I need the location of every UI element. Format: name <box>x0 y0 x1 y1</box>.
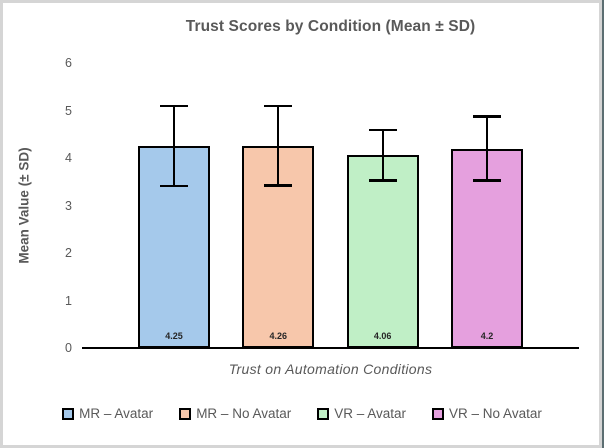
legend-label-3: VR – No Avatar <box>449 406 542 421</box>
x-axis-title: Trust on Automation Conditions <box>228 361 433 377</box>
error-bar-cap-top-2 <box>368 128 397 132</box>
legend-item-1: MR – No Avatar <box>179 406 291 421</box>
y-tick-label-2: 2 <box>65 246 72 260</box>
error-bar-cap-bottom-2 <box>368 179 397 182</box>
bar-data-label-0: 4.25 <box>165 331 183 341</box>
y-tick-label-4: 4 <box>65 151 72 165</box>
error-bar-cap-bottom-1 <box>264 184 293 187</box>
bar-data-label-3: 4.2 <box>480 331 494 341</box>
bar-2 <box>346 155 419 348</box>
error-bar-cap-top-3 <box>473 115 501 118</box>
legend-item-0: MR – Avatar <box>62 406 153 421</box>
legend-label-2: VR – Avatar <box>334 406 407 421</box>
legend-swatch-icon-0 <box>62 407 75 420</box>
y-axis-title: Mean Value (± SD) <box>16 147 32 264</box>
error-bar-cap-bottom-0 <box>160 184 188 188</box>
legend-swatch-icon-1 <box>179 407 192 420</box>
x-axis-line <box>82 346 579 350</box>
error-bar-cap-top-0 <box>160 105 188 108</box>
chart-legend: MR – Avatar MR – No Avatar VR – Avatar VR –… <box>0 406 602 421</box>
legend-item-2: VR – Avatar <box>317 406 406 421</box>
legend-swatch-icon-2 <box>317 407 330 420</box>
y-tick-label-0: 0 <box>65 341 72 355</box>
legend-label-0: MR – Avatar <box>79 406 154 421</box>
error-bar-line-0 <box>172 106 176 187</box>
bar-data-label-2: 4.06 <box>373 331 392 341</box>
legend-item-3: VR – No Avatar <box>432 406 542 421</box>
y-tick-label-1: 1 <box>65 293 72 308</box>
error-bar-line-1 <box>277 105 280 186</box>
y-tick-label-3: 3 <box>65 198 72 213</box>
error-bar-cap-top-1 <box>264 104 293 107</box>
error-bar-cap-bottom-3 <box>473 179 501 182</box>
y-tick-label-6: 6 <box>65 56 72 70</box>
error-bar-line-2 <box>381 129 384 181</box>
bar-3 <box>451 148 523 348</box>
legend-label-1: MR – No Avatar <box>196 406 292 421</box>
bar-data-label-1: 4.26 <box>269 331 288 341</box>
legend-swatch-icon-3 <box>432 407 445 420</box>
error-bar-line-3 <box>485 116 489 181</box>
chart-title: Trust Scores by Condition (Mean ± SD) <box>185 18 476 35</box>
y-tick-label-5: 5 <box>65 103 72 118</box>
